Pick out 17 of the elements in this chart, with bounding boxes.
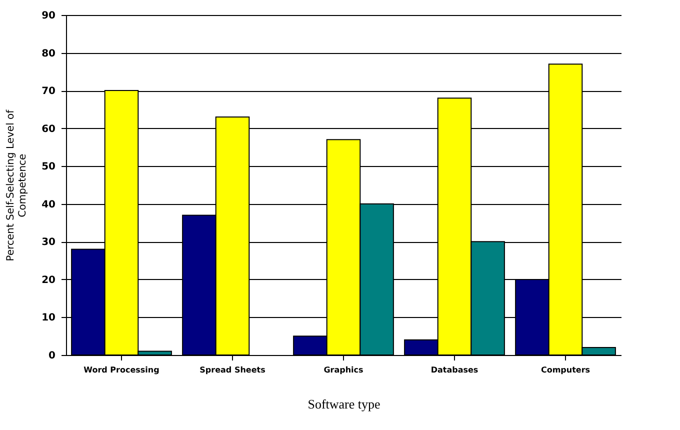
y-tick-label: 90 xyxy=(42,10,56,22)
y-tick-label: 60 xyxy=(42,124,56,135)
x-axis-title: Software type xyxy=(308,396,381,412)
y-tick-label: 20 xyxy=(42,274,56,286)
y-tick-label: 40 xyxy=(42,199,56,210)
y-tick-label: 50 xyxy=(42,162,56,173)
x-tick-label: Spread Sheets xyxy=(200,366,266,374)
x-tick-label: Graphics xyxy=(324,366,364,374)
y-axis-title: Percent Self-Selecting Level of Competence xyxy=(6,109,29,262)
y-tick-label: 30 xyxy=(42,237,56,248)
y-tick-label: 0 xyxy=(48,350,56,362)
y-tick-label: 80 xyxy=(42,48,56,60)
x-tick-label: Word Processing xyxy=(84,366,160,374)
x-tick-label: Databases xyxy=(430,366,478,374)
y-tick-label: 70 xyxy=(42,86,56,98)
y-tick-label: 10 xyxy=(42,312,56,324)
x-tick-label: Computers xyxy=(540,366,590,374)
